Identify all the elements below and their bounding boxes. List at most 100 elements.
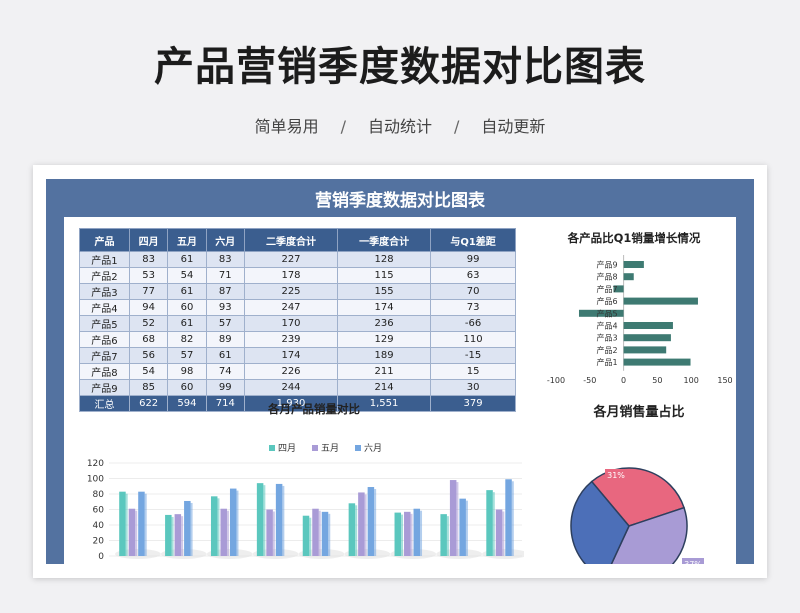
value-cell: 61 <box>167 251 207 268</box>
bar-side <box>263 485 266 556</box>
growth-bar <box>613 285 624 293</box>
value-cell: 226 <box>243 363 339 380</box>
value-cell: -66 <box>430 315 516 332</box>
bar-side <box>355 505 358 556</box>
feature-tags: 简单易用 / 自动统计 / 自动更新 <box>0 113 800 137</box>
y-tick-label: 120 <box>87 459 104 469</box>
value-cell: 82 <box>167 331 207 348</box>
value-cell: 225 <box>243 283 339 300</box>
value-cell: 236 <box>337 315 432 332</box>
product-cell: 产品1 <box>79 251 130 268</box>
bar-side <box>502 511 505 556</box>
value-cell: 60 <box>167 299 207 316</box>
category-label: 产品5 <box>597 308 618 318</box>
month-bar <box>312 508 319 556</box>
table-row: 产品2 53 54 71 178 115 63 <box>79 267 516 284</box>
value-cell: 244 <box>243 379 339 396</box>
month-bar <box>449 480 457 556</box>
value-cell: 110 <box>430 331 516 348</box>
bar-side <box>410 513 413 556</box>
growth-bar-chart: 产品9 产品8 产品7 产品6 产品5 产品4 产品3 产品2 产品1 -100 -50 0 50 100… <box>547 255 733 385</box>
bar-side <box>236 490 239 556</box>
slice-label-box <box>682 558 704 564</box>
month-bar <box>404 511 411 556</box>
month-bar <box>413 508 421 556</box>
month-bar <box>440 514 447 556</box>
table-row: 产品6 68 82 89 239 129 110 <box>79 331 516 348</box>
value-cell: 71 <box>205 267 245 284</box>
value-cell: 77 <box>128 283 169 300</box>
x-tick-label: 50 <box>652 376 662 385</box>
x-tick-label: -50 <box>583 376 596 385</box>
bar-side <box>144 493 147 556</box>
category-label: 产品4 <box>597 321 618 331</box>
tag-auto-stat: 自动统计 <box>367 117 432 136</box>
column-header: 五月 <box>167 228 207 252</box>
column-header: 六月 <box>205 228 245 252</box>
month-bar <box>321 511 329 556</box>
bar-side <box>374 489 377 556</box>
monthly-bar-chart: 0 20 40 60 80 100 120 四月 五月 六月 <box>87 442 524 562</box>
growth-bar <box>623 358 691 366</box>
sheet-content: 产品 四月 五月 六月 二季度合计 一季度合计 与Q1差距 产品1 83 61 83 2… <box>64 217 736 564</box>
y-tick-label: 80 <box>93 490 105 500</box>
y-tick-label: 100 <box>87 475 104 485</box>
value-cell: 73 <box>430 299 516 316</box>
month-bar <box>220 508 227 556</box>
legend-swatch <box>600 478 606 484</box>
footer-cell: 622 <box>128 395 169 412</box>
value-cell: 247 <box>243 299 339 316</box>
monthly-chart-title: 各月产品销量对比 <box>268 402 360 416</box>
legend-label: 六月 <box>364 442 382 454</box>
table-row: 产品1 83 61 83 227 128 99 <box>79 251 516 268</box>
y-tick-label: 20 <box>93 537 105 547</box>
legend-swatch <box>600 524 606 530</box>
legend-label: 五月 <box>321 443 339 454</box>
month-bar <box>128 508 136 556</box>
sheet-title: 营销季度数据对比图表 <box>315 191 485 211</box>
bar-side <box>420 510 423 556</box>
month-bar <box>266 509 273 556</box>
month-bar <box>348 503 356 556</box>
pie-slice <box>590 467 685 527</box>
value-cell: 70 <box>430 283 516 300</box>
month-bar <box>256 483 264 556</box>
bar-side <box>190 502 193 556</box>
value-cell: 15 <box>430 363 516 380</box>
sales-table: 产品 四月 五月 六月 二季度合计 一季度合计 与Q1差距 产品1 83 61 83 2… <box>79 228 516 412</box>
product-cell: 产品5 <box>79 315 130 332</box>
bar-side <box>364 494 367 556</box>
value-cell: 174 <box>243 347 339 364</box>
value-cell: 211 <box>337 363 432 380</box>
table-row: 产品3 77 61 87 225 155 70 <box>79 283 516 300</box>
category-label: 产品3 <box>597 333 618 343</box>
bar-side <box>465 500 468 556</box>
tag-easy: 简单易用 <box>254 117 319 136</box>
value-cell: 99 <box>205 379 245 396</box>
value-cell: 54 <box>128 363 169 380</box>
bar-side <box>181 516 184 556</box>
value-cell: 170 <box>243 315 339 332</box>
value-cell: 214 <box>337 379 432 396</box>
month-bar <box>459 498 466 556</box>
column-header: 二季度合计 <box>243 228 339 252</box>
value-cell: 56 <box>128 347 169 364</box>
value-cell: 57 <box>205 315 245 332</box>
month-bar <box>184 500 191 556</box>
value-cell: 239 <box>243 331 339 348</box>
bar-side <box>282 485 285 556</box>
value-cell: 63 <box>430 267 516 284</box>
month-bar <box>210 496 218 556</box>
bar-side <box>217 498 220 556</box>
page-title: 产品营销季度数据对比图表 <box>154 44 646 90</box>
product-cell: 产品4 <box>79 299 130 316</box>
value-cell: 98 <box>167 363 207 380</box>
growth-bar <box>623 261 644 268</box>
category-label: 产品1 <box>597 357 618 367</box>
table-row: 产品9 85 60 99 244 214 30 <box>79 379 516 396</box>
x-tick-label: 100 <box>684 376 699 385</box>
product-cell: 产品7 <box>79 347 130 364</box>
value-cell: 174 <box>337 299 432 316</box>
category-label: 产品2 <box>597 345 618 355</box>
x-tick-label: 0 <box>621 376 626 385</box>
